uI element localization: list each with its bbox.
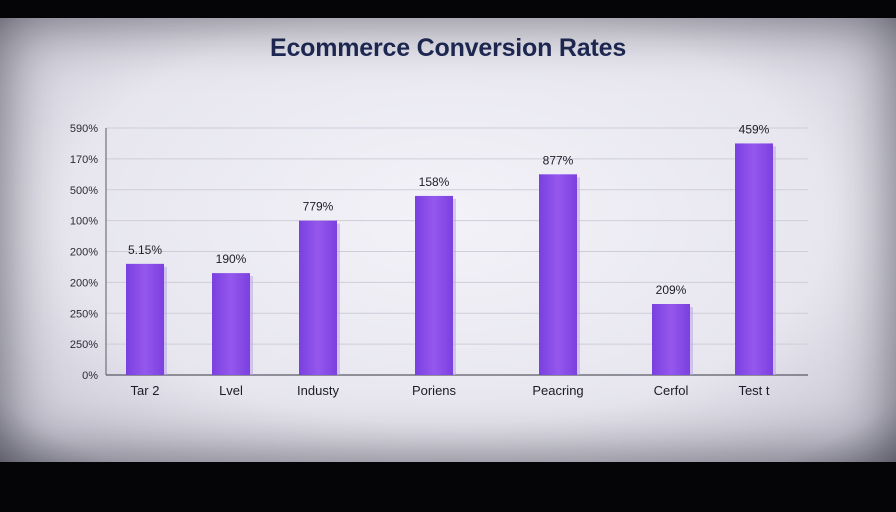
x-tick-label: Peacring	[532, 383, 583, 398]
y-tick-label: 100%	[70, 216, 98, 228]
bar	[126, 263, 164, 375]
bar	[735, 143, 773, 375]
data-label: 5.15%	[128, 243, 162, 257]
x-tick-labels: Tar 2 Lvel Industy Poriens Peacring Cerfol Tes…	[131, 383, 770, 398]
y-tick-label: 0%	[82, 370, 98, 382]
data-label: 209%	[656, 283, 687, 297]
data-label: 190%	[216, 252, 247, 266]
y-tick-label: 500%	[70, 185, 98, 197]
y-tick-label: 250%	[70, 339, 98, 351]
y-tick-label: 200%	[70, 277, 98, 289]
data-label: 779%	[303, 200, 334, 214]
bar	[212, 273, 250, 375]
data-label: 877%	[543, 153, 574, 167]
bar	[652, 303, 690, 375]
data-labels: 5.15% 190% 779% 158% 877% 209% 459%	[128, 122, 770, 297]
x-tick-label: Test t	[738, 383, 769, 398]
x-tick-label: Tar 2	[131, 383, 160, 398]
x-tick-label: Industy	[297, 383, 339, 398]
y-tick-label: 590%	[70, 123, 98, 135]
chart-title: Ecommerce Conversion Rates	[269, 34, 627, 62]
data-label: 158%	[419, 175, 450, 189]
bar	[539, 174, 577, 375]
x-tick-label: Poriens	[412, 383, 457, 398]
bars	[126, 143, 776, 375]
y-tick-label: 170%	[70, 154, 98, 166]
bar	[299, 220, 337, 375]
y-tick-label: 250%	[70, 308, 98, 320]
data-label: 459%	[739, 122, 770, 136]
x-tick-label: Cerfol	[654, 383, 689, 398]
y-tick-label: 200%	[70, 247, 98, 259]
x-tick-label: Lvel	[219, 383, 243, 398]
y-tick-labels: 0% 250% 250% 200% 200% 100% 500% 170% 590%	[70, 123, 98, 382]
bar	[415, 195, 453, 375]
gridlines	[106, 127, 808, 345]
